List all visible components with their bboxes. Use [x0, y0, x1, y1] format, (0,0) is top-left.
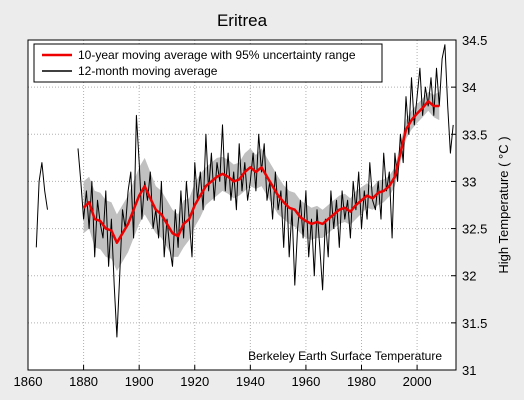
legend: 10-year moving average with 95% uncertai… — [33, 43, 383, 83]
plot-frame — [27, 39, 457, 371]
y-tick-label: 33 — [462, 174, 476, 189]
x-tick-label: 1980 — [347, 374, 376, 389]
y-tick-label: 34 — [462, 80, 476, 95]
y-tick-label: 31.5 — [462, 316, 487, 331]
chart-title: Eritrea — [217, 11, 268, 30]
chart-annotation: Berkeley Earth Surface Temperature — [248, 349, 442, 363]
x-tick-label: 1940 — [236, 374, 265, 389]
uncertainty-area — [83, 91, 440, 272]
y-tick-label: 32.5 — [462, 222, 487, 237]
y-tick-label: 31 — [462, 363, 476, 378]
x-tick-label: 1920 — [180, 374, 209, 389]
legend-label-10yr: 10-year moving average with 95% uncertai… — [78, 48, 356, 62]
series-lines — [35, 44, 454, 338]
x-tick-label: 2000 — [403, 374, 432, 389]
x-tick-label: 1880 — [69, 374, 98, 389]
x-tick-label: 1900 — [125, 374, 154, 389]
y-tick-label: 32 — [462, 269, 476, 284]
legend-box — [33, 43, 383, 83]
x-tick-label: 1860 — [14, 374, 43, 389]
series-line-10yr — [82, 100, 440, 244]
legend-label-12mo: 12-month moving average — [78, 64, 218, 78]
y-tick-label: 34.5 — [462, 33, 487, 48]
x-tick-label: 1960 — [291, 374, 320, 389]
y-tick-label: 33.5 — [462, 127, 487, 142]
y-axis-label: High Temperature ( °C ) — [496, 136, 511, 273]
uncertainty-band — [83, 91, 440, 272]
axis-ticks: 1860 1880 1900 1920 1940 1960 1980 2000 31 31.5 32… — [14, 33, 488, 389]
